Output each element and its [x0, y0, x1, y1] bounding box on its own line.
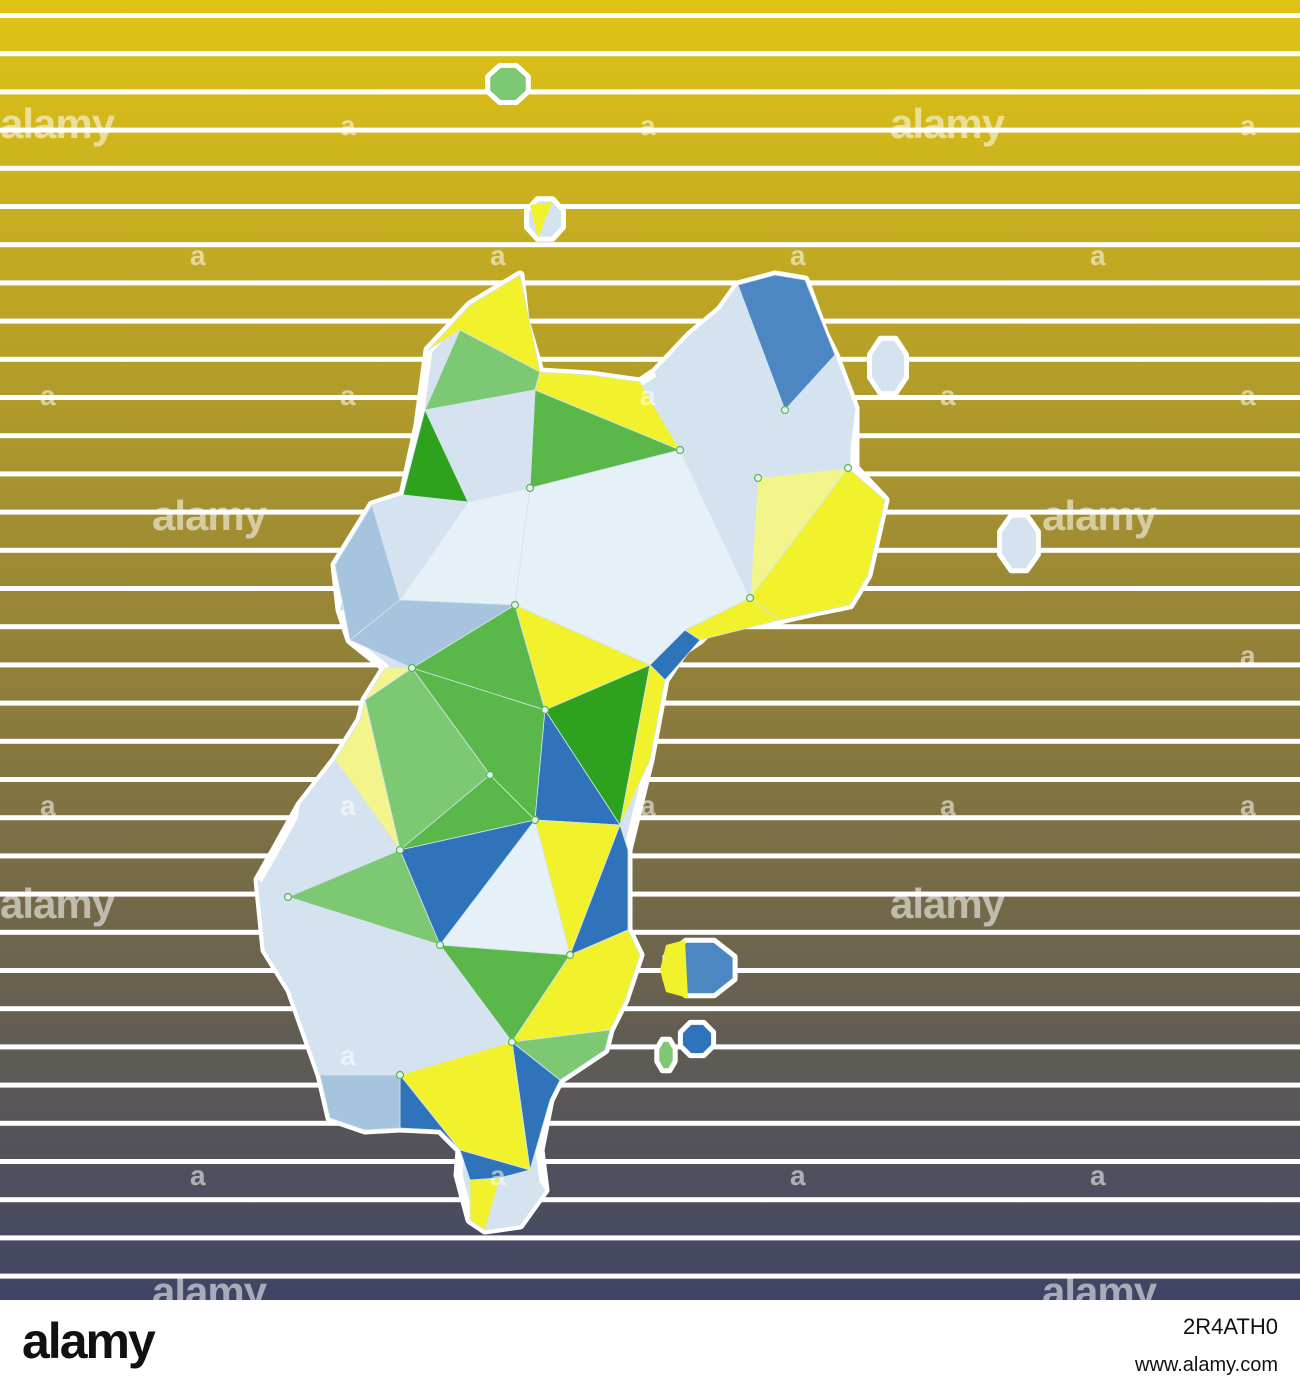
background-stripe [0, 1006, 1300, 1012]
watermark-mark: a [1240, 110, 1256, 141]
islet [867, 335, 909, 397]
watermark-mark: a [340, 380, 356, 411]
triangulation-vertex [565, 950, 575, 960]
watermark-mark: a [340, 1040, 356, 1071]
watermark-mark: a [340, 790, 356, 821]
background-stripe [0, 1044, 1300, 1050]
triangulation-vertex [485, 770, 495, 780]
watermark-mark: a [940, 380, 956, 411]
map-artwork [0, 0, 1300, 1300]
triangulation-vertex [407, 663, 417, 673]
watermark: alamy [0, 880, 115, 927]
background-stripe [0, 204, 1300, 209]
triangulation-vertex [395, 845, 405, 855]
background-stripe [0, 356, 1300, 362]
islet [677, 1019, 717, 1059]
background-stripe [0, 1197, 1300, 1203]
island-facet [319, 1074, 401, 1131]
watermark-mark: a [340, 110, 356, 141]
background-stripe [0, 165, 1300, 171]
watermark-mark: a [40, 380, 56, 411]
background-stripe [0, 280, 1300, 286]
islet [485, 63, 531, 105]
watermark: alamy [152, 492, 267, 539]
triangulation-vertex [395, 1070, 405, 1080]
triangulation-vertex [843, 463, 853, 473]
background-stripe [0, 815, 1300, 821]
background-stripe [0, 318, 1300, 324]
triangulation-vertex [530, 815, 540, 825]
triangulation-vertex [540, 705, 550, 715]
islet [997, 512, 1041, 574]
islet-facet [530, 202, 552, 238]
triangulation-vertex [675, 445, 685, 455]
triangulation-vertex [510, 600, 520, 610]
footer-bar: alamy 2R4ATH0 www.alamy.com [0, 1300, 1300, 1390]
triangulation-vertex [507, 1037, 517, 1047]
island-facet [484, 1169, 546, 1231]
background-stripe [0, 89, 1300, 95]
island-facet [619, 664, 666, 826]
triangulation-vertex [283, 892, 293, 902]
triangulation-vertex [525, 483, 535, 493]
background-stripe [0, 1273, 1300, 1279]
watermark: alamy [890, 100, 1005, 147]
footer-logo: alamy [22, 1313, 156, 1369]
triangulation-vertex [753, 473, 763, 483]
image-id: 2R4ATH0 [1183, 1314, 1278, 1339]
watermark-mark: a [640, 110, 656, 141]
background-stripe [0, 127, 1300, 133]
watermark-mark: a [190, 1160, 206, 1191]
background-stripe [0, 777, 1300, 782]
watermark-mark: a [1240, 640, 1256, 671]
island-facet [737, 274, 836, 411]
background-stripe [0, 929, 1300, 935]
island-facet [534, 371, 681, 451]
watermark-mark: a [940, 790, 956, 821]
watermark-mark: a [640, 790, 656, 821]
island-facet [679, 409, 786, 479]
watermark: alamy [0, 100, 115, 147]
background-stripe [0, 968, 1300, 973]
background-stripe [0, 13, 1300, 18]
islet-facet [660, 940, 688, 998]
watermark-mark: a [1240, 380, 1256, 411]
island-facet [427, 274, 541, 373]
watermark-mark: a [790, 1160, 806, 1191]
watermark: alamy [890, 880, 1005, 927]
footer-url: www.alamy.com [1135, 1354, 1278, 1376]
triangulation-vertex [435, 940, 445, 950]
background-stripe [0, 242, 1300, 248]
background-stripe [0, 853, 1300, 859]
islet [654, 1036, 678, 1074]
background-stripe [0, 891, 1300, 897]
watermark-mark: a [1090, 1160, 1106, 1191]
watermark-mark: a [490, 1160, 506, 1191]
watermark-mark: a [490, 240, 506, 271]
watermark-mark: a [640, 380, 656, 411]
watermark-mark: a [1090, 240, 1106, 271]
watermark: alamy [1042, 492, 1157, 539]
background-stripe [0, 1159, 1300, 1164]
background-stripe [0, 51, 1300, 57]
island-facet [364, 667, 413, 701]
watermark-mark: a [40, 790, 56, 821]
triangulation-vertex [780, 405, 790, 415]
background-stripe [0, 1235, 1300, 1241]
watermark-mark: a [190, 240, 206, 271]
background-stripe [0, 1120, 1300, 1126]
watermark-mark: a [1240, 790, 1256, 821]
background-stripe [0, 1082, 1300, 1088]
map-canvas [0, 0, 1300, 1300]
watermark-mark: a [790, 240, 806, 271]
triangulation-vertex [745, 593, 755, 603]
